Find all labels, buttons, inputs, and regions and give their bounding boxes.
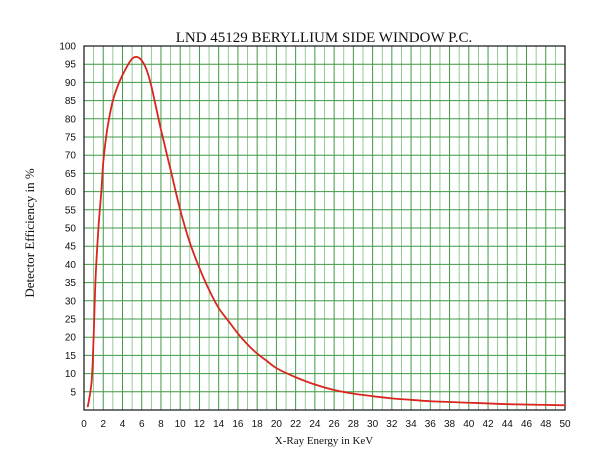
x-tick-label: 8 <box>158 419 164 430</box>
x-tick-label: 6 <box>139 419 145 430</box>
y-tick-label: 30 <box>65 296 77 307</box>
x-tick-label: 10 <box>175 419 187 430</box>
x-tick-label: 16 <box>232 419 244 430</box>
chart-title: LND 45129 BERYLLIUM SIDE WINDOW P.C. <box>176 30 473 46</box>
x-tick-label: 14 <box>213 419 225 430</box>
x-tick-label: 50 <box>559 419 571 430</box>
x-axis-label: X-Ray Energy in KeV <box>275 435 374 447</box>
x-tick-label: 12 <box>194 419 206 430</box>
x-tick-label: 36 <box>425 419 437 430</box>
y-tick-label: 20 <box>65 333 77 344</box>
x-tick-label: 30 <box>367 419 379 430</box>
y-tick-label: 25 <box>65 315 77 326</box>
x-tick-label: 38 <box>444 419 456 430</box>
x-tick-label: 0 <box>81 419 87 430</box>
x-tick-label: 32 <box>386 419 398 430</box>
y-tick-label: 15 <box>65 351 77 362</box>
y-tick-label: 100 <box>59 42 76 53</box>
x-tick-label: 26 <box>329 419 341 430</box>
y-tick-label: 45 <box>65 242 77 253</box>
x-tick-label: 28 <box>348 419 360 430</box>
x-tick-label: 48 <box>540 419 552 430</box>
y-tick-label: 10 <box>65 369 77 380</box>
x-tick-labels: 0 2 4 6 8 10 12 14 16 18 20 22 24 26 28 30 32 34 36 38 40 42 4… <box>81 419 571 430</box>
y-tick-labels: 5 10 15 20 25 30 35 40 45 50 55 60 65 70 75 80 85 90 95 100 <box>59 42 76 399</box>
x-tick-label: 34 <box>406 419 418 430</box>
x-tick-label: 40 <box>463 419 475 430</box>
efficiency-curve <box>86 55 566 408</box>
y-tick-label: 40 <box>65 260 77 271</box>
x-tick-label: 42 <box>482 419 494 430</box>
y-tick-label: 95 <box>65 60 77 71</box>
x-tick-label: 22 <box>290 419 302 430</box>
y-tick-label: 80 <box>65 114 77 125</box>
y-tick-label: 5 <box>70 387 76 398</box>
y-tick-label: 70 <box>65 151 77 162</box>
y-tick-label: 90 <box>65 78 77 89</box>
x-tick-label: 2 <box>100 419 106 430</box>
x-tick-label: 44 <box>502 419 514 430</box>
x-tick-label: 18 <box>252 419 264 430</box>
y-tick-label: 85 <box>65 96 77 107</box>
x-tick-label: 24 <box>309 419 321 430</box>
y-tick-label: 60 <box>65 187 77 198</box>
plot-frame <box>83 45 566 411</box>
x-tick-label: 4 <box>120 419 126 430</box>
x-tick-label: 20 <box>271 419 283 430</box>
y-tick-label: 75 <box>65 133 77 144</box>
y-tick-label: 35 <box>65 278 77 289</box>
y-tick-label: 50 <box>65 224 77 235</box>
y-tick-label: 65 <box>65 169 77 180</box>
grid-lines <box>83 45 566 411</box>
y-tick-label: 55 <box>65 205 77 216</box>
y-axis-label: Detector Efficiency in % <box>22 168 37 298</box>
x-tick-label: 46 <box>521 419 533 430</box>
